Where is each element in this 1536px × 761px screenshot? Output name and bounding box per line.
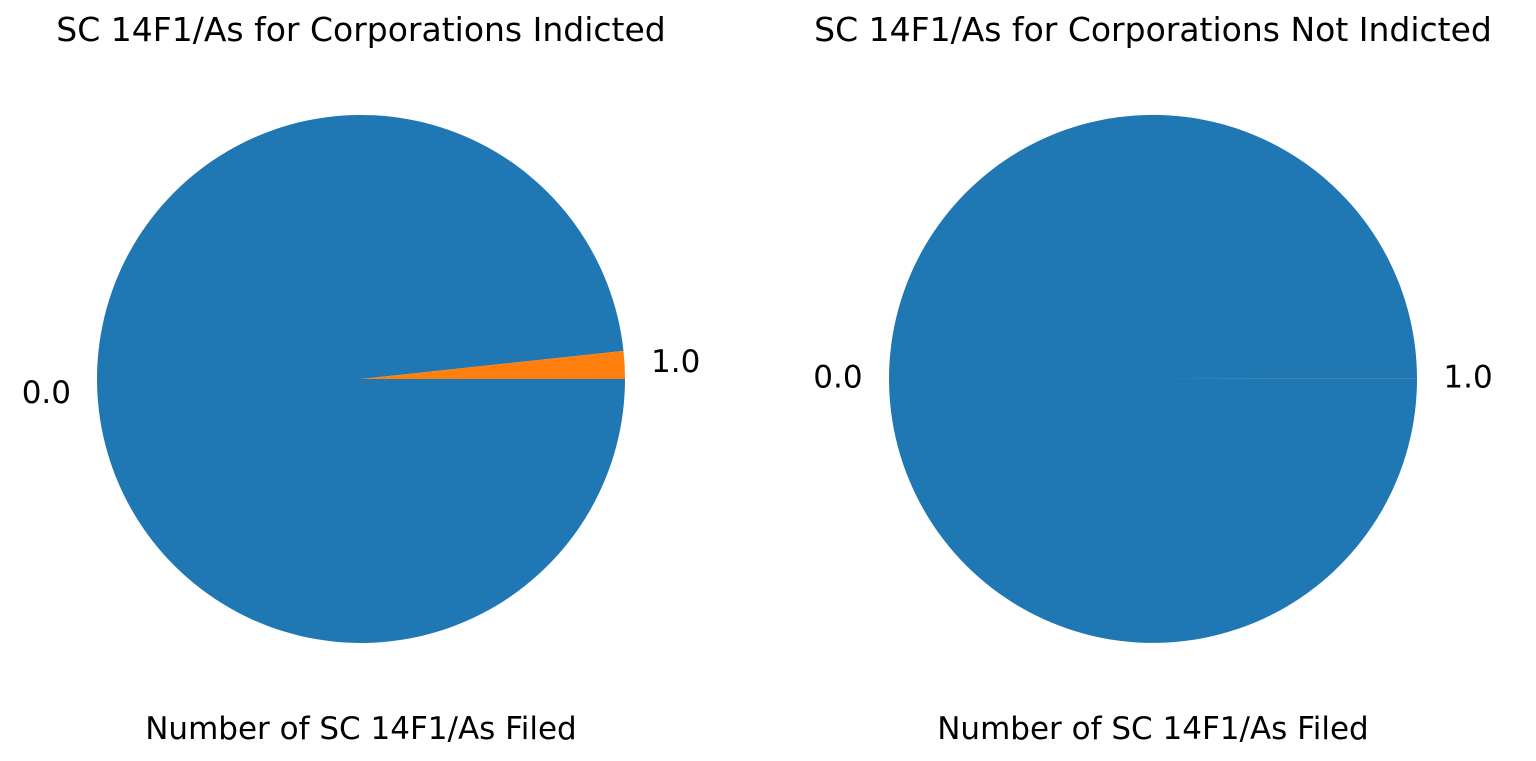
chart-title: SC 14F1/As for Corporations Indicted — [56, 10, 665, 49]
pie-slice-1-0 — [361, 350, 625, 379]
pie-chart-indicted: SC 14F1/As for Corporations Indicted 0.0… — [22, 10, 701, 747]
pie-labels: 0.0 1.0 — [813, 359, 1492, 395]
pie-slice-label: 0.0 — [813, 360, 862, 396]
pie-slice-label: 1.0 — [651, 344, 700, 380]
x-axis-label: Number of SC 14F1/As Filed — [937, 711, 1369, 747]
pie-chart-not-indicted: SC 14F1/As for Corporations Not Indicted… — [813, 10, 1492, 747]
pie-labels: 0.0 1.0 — [22, 344, 701, 411]
pie-slice-label: 1.0 — [1443, 359, 1492, 395]
x-axis-label: Number of SC 14F1/As Filed — [145, 711, 577, 747]
pie-slice-label: 0.0 — [22, 375, 71, 411]
pie-slices — [889, 114, 1417, 643]
chart-title: SC 14F1/As for Corporations Not Indicted — [814, 10, 1492, 49]
pie-slices — [97, 114, 625, 643]
pie-slice-0-0 — [889, 114, 1417, 643]
pie-slice-0-0 — [97, 114, 625, 643]
